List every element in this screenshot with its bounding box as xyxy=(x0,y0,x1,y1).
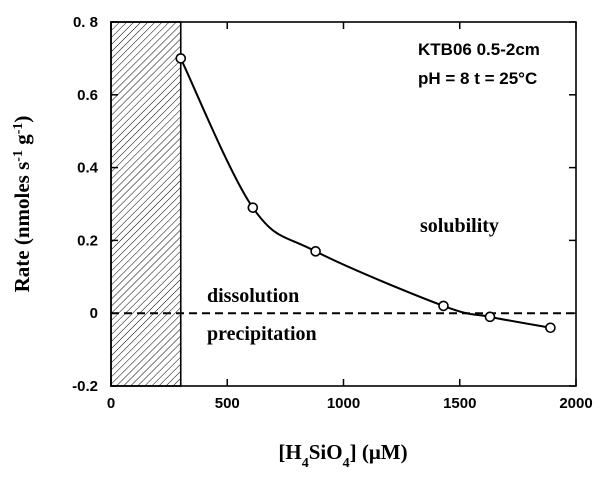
x-tick-label: 2000 xyxy=(559,395,592,412)
data-point xyxy=(247,202,259,213)
hatched-region-layer xyxy=(110,21,182,387)
x-tick-label: 500 xyxy=(215,395,240,412)
y-tick-label: 0 xyxy=(90,305,98,322)
x-tick-labels: 0 500 1000 1500 2000 xyxy=(107,395,593,412)
x-axis-label: [H4SiO4] (μM) xyxy=(278,440,407,471)
y-tick-label: 0.4 xyxy=(77,160,99,177)
y-tick-labels: -0.2 0 0.2 0.4 0.6 0. 8 xyxy=(72,14,99,395)
x-tick-label: 0 xyxy=(107,395,115,412)
annotation-solubility: solubility xyxy=(420,215,499,237)
y-tick-label: 0. 8 xyxy=(73,14,98,31)
annotation-precipitation: precipitation xyxy=(207,323,317,345)
ticks-layer xyxy=(110,21,577,387)
data-point xyxy=(438,300,449,312)
info-line-2: pH = 8 t = 25°C xyxy=(418,69,537,88)
y-tick-label: -0.2 xyxy=(72,378,98,395)
data-point xyxy=(545,322,556,334)
data-points-layer xyxy=(175,53,556,334)
y-tick-label: 0.6 xyxy=(77,87,98,104)
data-point xyxy=(310,246,321,257)
annotation-dissolution: dissolution xyxy=(207,285,299,307)
data-point xyxy=(484,311,496,323)
hatched-region xyxy=(110,21,182,387)
y-axis-label: Rate (nmoles s-1 g-1) xyxy=(10,116,34,293)
y-tick-label: 0.2 xyxy=(77,232,98,249)
info-line-1: KTB06 0.5-2cm xyxy=(418,40,540,59)
x-tick-label: 1000 xyxy=(327,395,360,412)
x-tick-label: 1500 xyxy=(443,395,476,412)
data-point xyxy=(175,53,187,64)
